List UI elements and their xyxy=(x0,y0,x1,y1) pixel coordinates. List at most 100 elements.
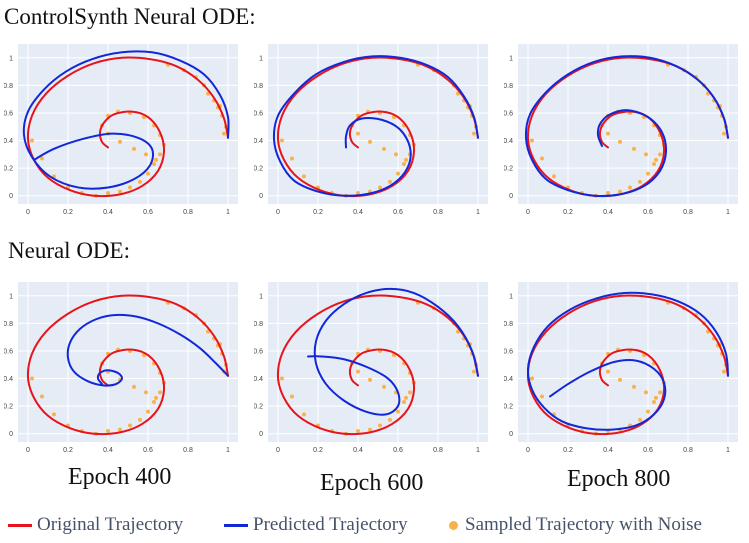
y-tick-label: 1 xyxy=(9,55,13,62)
x-tick-label: 0.2 xyxy=(563,447,573,454)
y-tick-label: 0.6 xyxy=(254,348,263,355)
sampled-point xyxy=(290,394,294,399)
y-tick-label: 0.2 xyxy=(4,166,13,173)
sampled-point xyxy=(632,146,636,151)
y-tick-label: 0 xyxy=(9,431,13,438)
y-tick-label: 0 xyxy=(509,193,513,200)
sampled-point xyxy=(368,139,372,144)
plot-controlsynth-epoch-800: 0 0.2 0.4 0.6 0.8 1 0 0.2 0.4 0.6 0.8 1 xyxy=(504,38,744,218)
sampled-point xyxy=(606,369,610,374)
x-tick-label: 1 xyxy=(226,209,230,216)
sampled-point xyxy=(118,427,122,432)
sampled-point xyxy=(378,185,382,190)
y-tick-label: 0 xyxy=(509,431,513,438)
sampled-point xyxy=(106,428,110,433)
plot-neural-ode-epoch-400: 0 0.2 0.4 0.6 0.8 1 0 0.2 0.4 0.6 0.8 1 xyxy=(4,276,244,456)
x-tick-label: 0 xyxy=(526,447,530,454)
y-tick-label: 0 xyxy=(259,193,263,200)
x-tick-label: 0.8 xyxy=(183,447,193,454)
sampled-point xyxy=(628,185,632,190)
sampled-point xyxy=(302,174,306,179)
sampled-point xyxy=(154,157,158,162)
sampled-point xyxy=(404,157,408,162)
predicted-trajectory-line xyxy=(526,291,729,431)
sampled-point xyxy=(40,394,44,399)
x-tick-label: 0.6 xyxy=(143,447,153,454)
sampled-point xyxy=(706,91,710,96)
sampled-point xyxy=(722,131,726,136)
y-tick-label: 0.8 xyxy=(504,321,513,328)
sampled-point xyxy=(158,390,162,395)
sampled-point xyxy=(658,390,662,395)
y-tick-label: 1 xyxy=(259,55,263,62)
y-tick-label: 0.4 xyxy=(254,138,263,145)
predicted-trajectory-line xyxy=(272,55,479,197)
sampled-point xyxy=(530,138,534,143)
x-tick-label: 0.2 xyxy=(63,447,73,454)
sampled-point xyxy=(658,152,662,157)
original-trajectory-line xyxy=(526,294,729,436)
sampled-point xyxy=(456,91,460,96)
sampled-point xyxy=(106,190,110,195)
sampled-point xyxy=(396,409,400,414)
y-tick-label: 0.4 xyxy=(4,138,13,145)
legend-swatch-predicted xyxy=(224,523,248,527)
plot-neural-ode-epoch-600: 0 0.2 0.4 0.6 0.8 1 0 0.2 0.4 0.6 0.8 1 xyxy=(254,276,494,456)
x-tick-label: 0.4 xyxy=(353,447,363,454)
sampled-point xyxy=(138,179,142,184)
y-tick-label: 0.6 xyxy=(504,110,513,117)
x-tick-label: 1 xyxy=(226,447,230,454)
sampled-point xyxy=(618,377,622,382)
y-tick-label: 0.6 xyxy=(4,348,13,355)
legend-label-predicted: Predicted Trajectory xyxy=(253,514,408,535)
x-tick-label: 0.2 xyxy=(313,209,323,216)
epoch-label-400: Epoch 400 xyxy=(68,464,172,490)
epoch-label-800: Epoch 800 xyxy=(567,466,671,492)
y-tick-label: 0.4 xyxy=(504,138,513,145)
y-tick-label: 0.4 xyxy=(4,376,13,383)
original-trajectory-line xyxy=(26,294,229,436)
sampled-point xyxy=(146,409,150,414)
original-trajectory-line xyxy=(276,56,479,198)
sampled-point xyxy=(30,138,34,143)
x-tick-label: 0.6 xyxy=(393,447,403,454)
x-tick-label: 1 xyxy=(476,209,480,216)
sampled-point xyxy=(654,395,658,400)
y-tick-label: 0.8 xyxy=(4,321,13,328)
sampled-point xyxy=(404,395,408,400)
y-tick-label: 0.2 xyxy=(254,404,263,411)
sampled-point xyxy=(52,412,56,417)
sampled-point xyxy=(118,189,122,194)
sampled-point xyxy=(138,417,142,422)
y-tick-label: 1 xyxy=(259,293,263,300)
x-tick-label: 0.2 xyxy=(313,447,323,454)
sampled-point xyxy=(146,171,150,176)
y-tick-label: 0.2 xyxy=(4,404,13,411)
y-tick-label: 0.8 xyxy=(254,83,263,90)
plot-controlsynth-epoch-400: 0 0.2 0.4 0.6 0.8 1 0 0.2 0.4 0.6 0.8 1 xyxy=(4,38,244,218)
sampled-point xyxy=(618,189,622,194)
title-neural-ode: Neural ODE: xyxy=(8,238,130,263)
legend-label-original: Original Trajectory xyxy=(37,514,184,535)
sampled-point xyxy=(388,417,392,422)
x-tick-label: 1 xyxy=(726,447,730,454)
sampled-point xyxy=(654,157,658,162)
sampled-point xyxy=(552,174,556,179)
y-tick-label: 1 xyxy=(9,293,13,300)
x-tick-label: 0.6 xyxy=(643,447,653,454)
sampled-point xyxy=(652,162,656,166)
predicted-trajectory-line xyxy=(22,50,230,190)
x-tick-label: 0 xyxy=(276,209,280,216)
sampled-point xyxy=(382,384,386,389)
x-tick-label: 0 xyxy=(526,209,530,216)
x-tick-label: 0.4 xyxy=(353,209,363,216)
sampled-point xyxy=(158,152,162,157)
sampled-point xyxy=(382,146,386,151)
y-tick-label: 1 xyxy=(509,293,513,300)
sampled-point xyxy=(144,152,148,157)
sampled-point xyxy=(290,156,294,161)
epoch-label-600: Epoch 600 xyxy=(320,470,424,496)
sampled-point xyxy=(472,369,476,374)
sampled-point xyxy=(402,400,406,404)
sampled-point xyxy=(652,400,656,404)
